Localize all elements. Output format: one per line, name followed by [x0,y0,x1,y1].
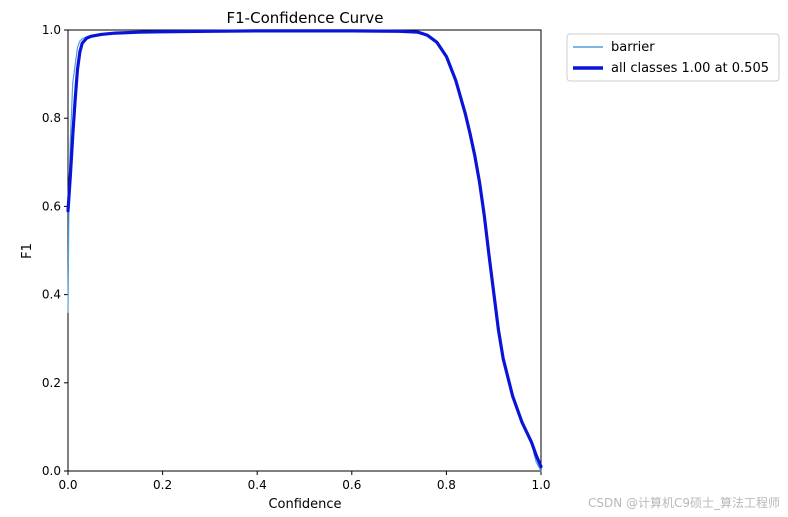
plot-area [67,29,542,472]
legend-label-barrier: barrier [611,40,655,55]
y-tick-label: 0.4 [42,288,61,302]
y-tick-label: 0.6 [42,199,61,213]
y-axis-label: F1 [20,243,35,259]
legend-frame [566,33,780,82]
y-tick-label: 0.8 [42,111,61,125]
x-tick-label: 0.4 [248,478,267,492]
y-axis: 0.0 0.2 0.4 0.6 0.8 1.0 [42,23,68,478]
series-layer [66,29,543,472]
x-axis: 0.0 0.2 0.4 0.6 0.8 1.0 [58,471,551,492]
x-tick-label: 0.6 [342,478,361,492]
series-line-all-classes [66,29,543,469]
y-tick-label: 0.2 [42,376,61,390]
watermark: CSDN @计算机C9硕士_算法工程师 [587,496,780,510]
y-tick-label: 1.0 [42,23,61,37]
x-tick-label: 1.0 [531,478,550,492]
x-tick-label: 0.8 [437,478,456,492]
legend: barrier all classes 1.00 at 0.505 [566,33,780,82]
legend-label-all-classes: all classes 1.00 at 0.505 [611,61,769,76]
x-tick-label: 0.0 [58,478,77,492]
x-axis-label: Confidence [268,497,341,512]
y-tick-label: 0.0 [42,464,61,478]
chart-title: F1-Confidence Curve [227,9,384,27]
plot-frame [67,29,542,472]
x-tick-label: 0.2 [153,478,172,492]
